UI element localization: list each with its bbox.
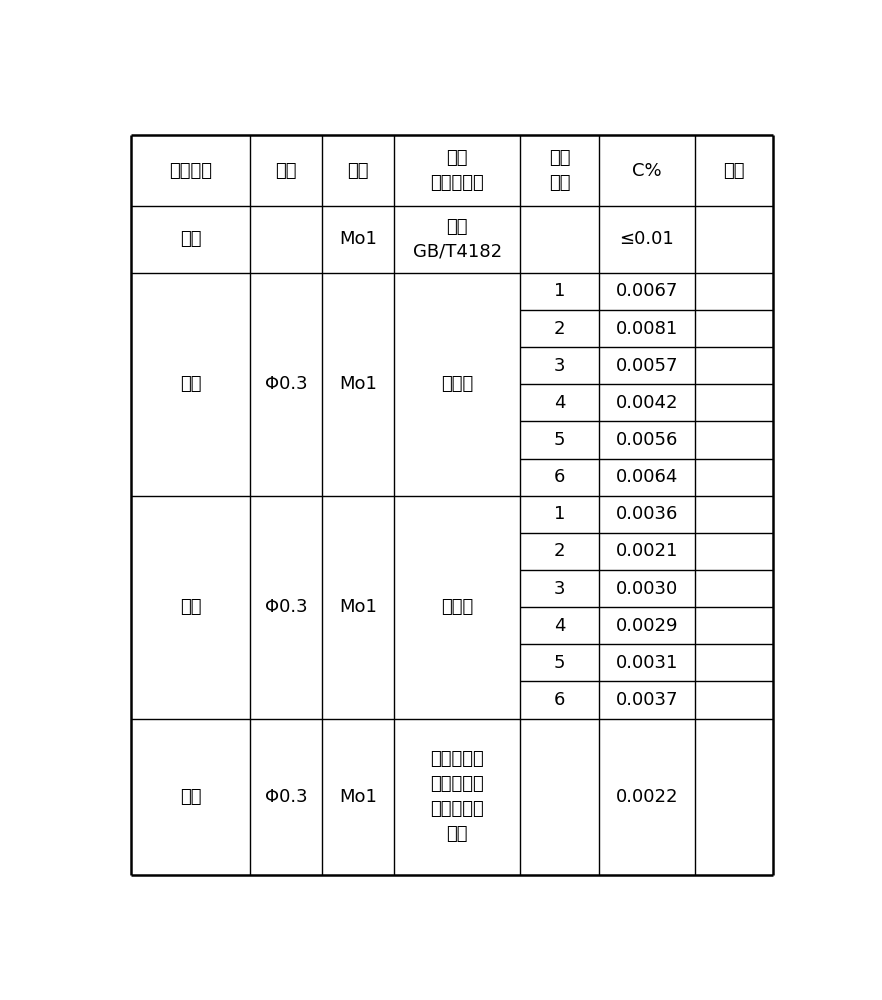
Text: 0.0022: 0.0022 — [616, 788, 678, 806]
Text: 0.0031: 0.0031 — [616, 654, 678, 672]
Text: 3: 3 — [554, 580, 565, 598]
Text: 0.0064: 0.0064 — [616, 468, 678, 486]
Text: 0.0042: 0.0042 — [616, 394, 678, 412]
Text: 国标
GB/T4182: 国标 GB/T4182 — [413, 218, 502, 261]
Text: 4: 4 — [554, 394, 565, 412]
Text: 5: 5 — [554, 654, 565, 672]
Text: 5: 5 — [554, 431, 565, 449]
Text: 备注: 备注 — [723, 162, 744, 180]
Text: 钼丝: 钼丝 — [180, 788, 201, 806]
Text: 6: 6 — [554, 468, 565, 486]
Text: 0.0037: 0.0037 — [616, 691, 678, 709]
Text: 0.0056: 0.0056 — [616, 431, 678, 449]
Text: Mo1: Mo1 — [339, 788, 377, 806]
Text: 1: 1 — [554, 505, 565, 523]
Text: 0.0036: 0.0036 — [616, 505, 678, 523]
Text: 0.0029: 0.0029 — [616, 617, 678, 635]
Text: 本发明: 本发明 — [441, 598, 474, 616]
Text: Φ0.3: Φ0.3 — [265, 788, 308, 806]
Text: Φ0.3: Φ0.3 — [265, 598, 308, 616]
Text: 0.0021: 0.0021 — [616, 542, 678, 560]
Text: Mo1: Mo1 — [339, 598, 377, 616]
Text: C%: C% — [632, 162, 662, 180]
Text: 试样
序号: 试样 序号 — [549, 149, 571, 192]
Text: Mo1: Mo1 — [339, 230, 377, 248]
Text: 牌号: 牌号 — [348, 162, 369, 180]
Text: 钼丝: 钼丝 — [180, 598, 201, 616]
Text: 2: 2 — [554, 320, 565, 338]
Text: 钼丝: 钼丝 — [180, 230, 201, 248]
Text: 0.0081: 0.0081 — [616, 320, 678, 338]
Text: Mo1: Mo1 — [339, 375, 377, 393]
Text: 国家有色金
属及电子材
料分析测试
中心: 国家有色金 属及电子材 料分析测试 中心 — [430, 750, 484, 843]
Text: Φ0.3: Φ0.3 — [265, 375, 308, 393]
Text: 4: 4 — [554, 617, 565, 635]
Text: 6: 6 — [554, 691, 565, 709]
Text: 3: 3 — [554, 357, 565, 375]
Text: ≤0.01: ≤0.01 — [619, 230, 674, 248]
Text: 材料名称: 材料名称 — [169, 162, 212, 180]
Text: 0.0030: 0.0030 — [616, 580, 678, 598]
Text: 方法
（或标准）: 方法 （或标准） — [430, 149, 484, 192]
Text: 0.0057: 0.0057 — [616, 357, 678, 375]
Text: 2: 2 — [554, 542, 565, 560]
Text: 1: 1 — [554, 282, 565, 300]
Text: 钼丝: 钼丝 — [180, 375, 201, 393]
Text: 规格: 规格 — [275, 162, 297, 180]
Text: 0.0067: 0.0067 — [616, 282, 678, 300]
Text: 原方法: 原方法 — [441, 375, 474, 393]
